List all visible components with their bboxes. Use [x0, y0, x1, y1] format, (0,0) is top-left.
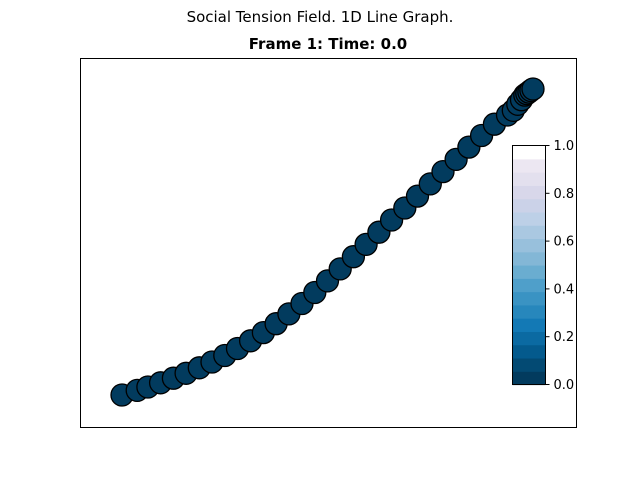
colorbar-segment — [512, 251, 546, 266]
figure-suptitle: Social Tension Field. 1D Line Graph. — [187, 8, 454, 26]
colorbar-segment — [512, 371, 546, 386]
colorbar-segment — [512, 185, 546, 200]
scatter-markers — [110, 77, 545, 407]
colorbar-tick-label: 0.2 — [554, 330, 575, 345]
colorbar-segment — [512, 265, 546, 279]
colorbar-segment — [512, 158, 546, 173]
colorbar-segment — [512, 344, 546, 359]
colorbar-ticks: 0.0 0.2 0.4 0.6 0.8 1.0 — [545, 139, 575, 393]
colorbar-segment — [512, 291, 546, 306]
colorbar-segments — [512, 145, 546, 386]
colorbar-frame — [512, 145, 546, 385]
scatter-point — [521, 77, 545, 101]
colorbar-tick-label: 0.6 — [554, 235, 575, 250]
colorbar-segment — [512, 238, 546, 253]
axes-title: Frame 1: Time: 0.0 — [249, 35, 407, 53]
colorbar-segment — [512, 357, 546, 372]
colorbar-segment — [512, 225, 546, 240]
colorbar-segment — [512, 304, 546, 319]
colorbar-segment — [512, 211, 546, 226]
colorbar-segment — [512, 145, 546, 160]
colorbar-tick-label: 1.0 — [554, 139, 575, 154]
colorbar-tick-label: 0.8 — [554, 187, 575, 202]
colorbar: 0.0 0.2 0.4 0.6 0.8 1.0 — [512, 139, 575, 393]
colorbar-tick-label: 0.0 — [554, 378, 575, 393]
colorbar-segment — [512, 172, 546, 186]
colorbar-segment — [512, 318, 546, 332]
colorbar-segment — [512, 198, 546, 213]
colorbar-segment — [512, 278, 546, 293]
colorbar-tick-label: 0.4 — [554, 282, 575, 297]
colorbar-segment — [512, 331, 546, 346]
